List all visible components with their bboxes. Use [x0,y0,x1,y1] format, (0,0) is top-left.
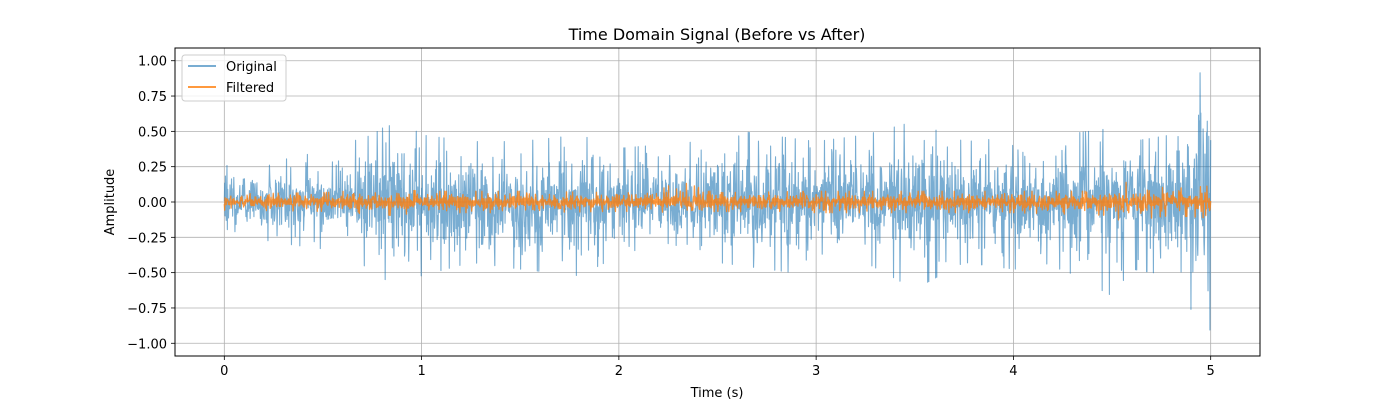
y-tick-label: 0.50 [138,125,167,140]
chart-title: Time Domain Signal (Before vs After) [568,25,866,44]
x-tick-label: 4 [1009,364,1017,379]
x-tick-label: 3 [812,364,820,379]
y-axis-label: Amplitude [103,169,118,236]
x-axis-label: Time (s) [690,386,744,400]
y-tick-label: −0.50 [127,267,167,282]
x-tick-label: 2 [615,364,623,379]
legend: Original Filtered [181,54,287,102]
x-tick-label: 0 [220,364,228,379]
y-tick-label: −0.25 [127,231,167,246]
y-tick-label: 0.75 [138,90,167,105]
legend-label-original: Original [226,60,277,75]
legend-label-filtered: Filtered [226,81,274,96]
y-tick-label: −1.00 [127,337,167,352]
y-axis-ticks: −1.00 −0.75 −0.50 −0.25 0.00 0.25 0.50 0.75 1.00 [127,55,175,352]
y-tick-label: −0.75 [127,302,167,317]
x-tick-label: 1 [417,364,425,379]
y-tick-label: 1.00 [138,55,167,70]
x-tick-label: 5 [1207,364,1215,379]
plot-series [223,72,1212,331]
series-line-filtered [223,181,1212,221]
y-tick-label: 0.00 [138,196,167,211]
x-axis-ticks: 0 1 2 3 4 5 [220,356,1215,379]
y-tick-label: 0.25 [138,161,167,176]
